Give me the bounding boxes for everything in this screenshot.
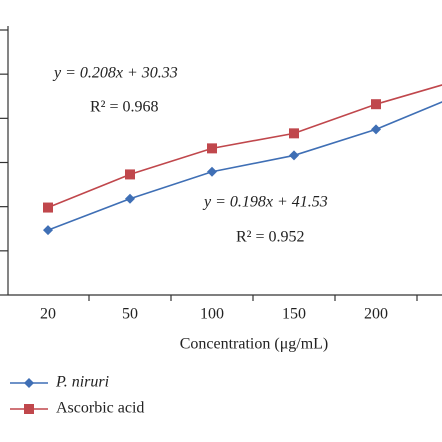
legend-label: Ascorbic acid [56,400,144,417]
legend-marker [24,404,34,414]
x-tick-label: 100 [200,306,224,323]
x-tick-label: 20 [40,306,56,323]
legend-marker [24,378,34,388]
plot-area [43,84,442,236]
marker [371,124,381,135]
marker [125,193,135,204]
marker [289,150,299,161]
annotation: y = 0.208x + 30.33 [52,65,178,82]
series-line [47,84,442,209]
annotation: y = 0.198x + 41.53 [202,194,328,211]
legend-label: P. niruri [55,374,109,391]
annotation: R² = 0.968 [90,99,159,116]
annotation: R² = 0.952 [236,229,305,246]
marker [207,166,217,177]
marker [207,143,217,154]
marker [371,99,381,110]
x-tick-label: 200 [364,306,388,323]
marker [125,169,135,180]
series-line [47,101,442,231]
x-tick-label: 50 [122,306,138,323]
x-axis-label: Concentration (μg/mL) [180,336,329,353]
marker [289,128,299,139]
marker [43,202,53,213]
marker [43,225,53,236]
x-tick-label: 150 [282,306,306,323]
